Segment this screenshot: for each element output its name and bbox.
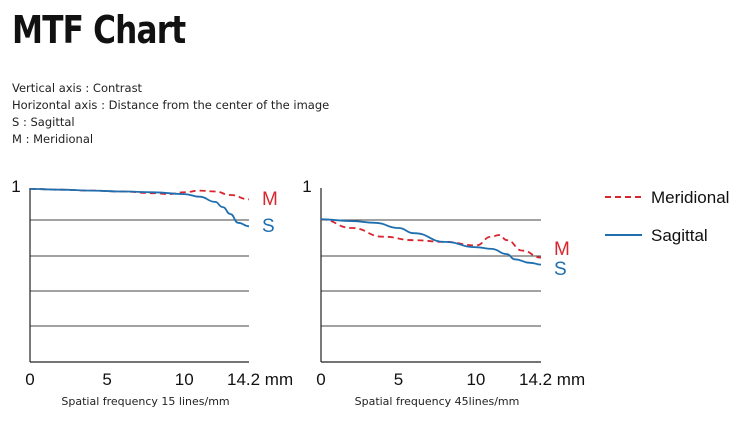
- legend-label-sagittal: Sagittal: [651, 226, 708, 245]
- x-tick-label: 5: [394, 370, 403, 389]
- series-tag-s: S: [554, 259, 567, 280]
- x-tick-label: 14.2 mm: [519, 370, 585, 389]
- page-title: MTF Chart: [12, 8, 186, 52]
- x-tick-label: 14.2 mm: [227, 370, 293, 389]
- series-tag-s: S: [262, 216, 275, 237]
- x-tick-label: 10: [466, 370, 485, 389]
- x-axis-caption: Spatial frequency 45lines/mm: [355, 395, 520, 408]
- note-horizontal-axis: Horizontal axis : Distance from the cent…: [12, 98, 330, 112]
- legend: Meridional Sagittal: [605, 188, 729, 245]
- x-tick-label: 5: [102, 370, 111, 389]
- chart-notes: Vertical axis : Contrast Horizontal axis…: [12, 80, 329, 148]
- series-line-s: [320, 218, 542, 266]
- y-tick-label: 1: [302, 177, 311, 196]
- series-tag-m: M: [554, 239, 570, 260]
- series-line-m: [320, 218, 542, 259]
- note-vertical-axis: Vertical axis : Contrast: [12, 81, 143, 95]
- series-tag-m: M: [262, 189, 278, 210]
- series-line-s: [29, 188, 250, 228]
- y-tick-label: 1: [11, 177, 20, 196]
- x-axis-caption: Spatial frequency 15 lines/mm: [61, 395, 229, 408]
- note-sagittal: S : Sagittal: [12, 115, 75, 129]
- x-tick-label: 0: [316, 370, 325, 389]
- legend-label-meridional: Meridional: [651, 188, 729, 207]
- x-tick-label: 10: [175, 370, 194, 389]
- note-meridional: M : Meridional: [12, 132, 94, 146]
- x-tick-label: 0: [25, 370, 34, 389]
